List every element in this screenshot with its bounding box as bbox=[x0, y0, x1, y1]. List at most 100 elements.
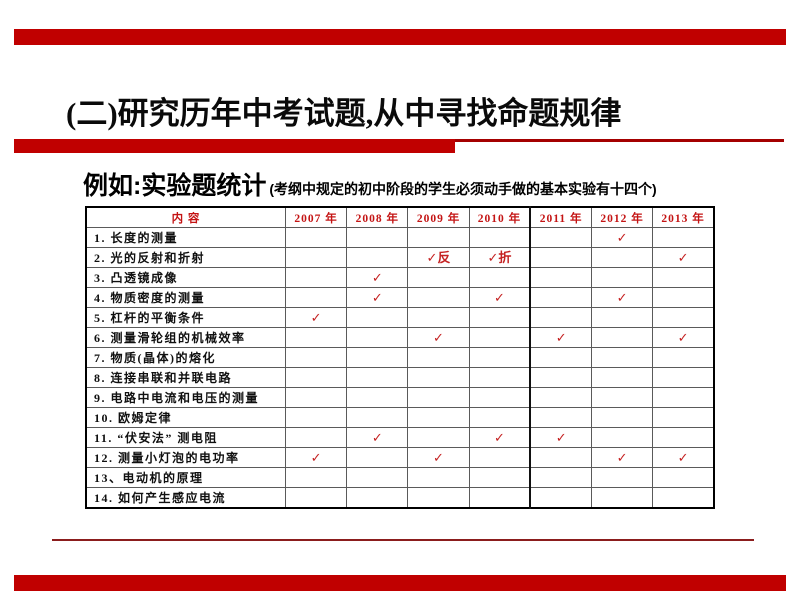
title-underline-thick bbox=[14, 139, 455, 153]
empty-cell bbox=[591, 307, 654, 328]
subtitle-row: 例如:实验题统计 (考纲中规定的初中阶段的学生必须动手做的基本实验有十四个) bbox=[83, 166, 657, 202]
table-row: 5. 杠杆的平衡条件 ✓ bbox=[85, 307, 715, 328]
empty-cell bbox=[284, 327, 348, 348]
experiment-label: 7. 物质(晶体)的熔化 bbox=[85, 347, 286, 368]
empty-cell bbox=[346, 487, 409, 509]
table-row: 6. 测量滑轮组的机械效率 ✓ ✓ ✓ bbox=[85, 327, 715, 348]
empty-cell bbox=[468, 327, 532, 348]
empty-cell bbox=[591, 387, 654, 408]
empty-cell bbox=[346, 327, 409, 348]
mark-cell: ✓ bbox=[529, 427, 593, 448]
empty-cell bbox=[652, 227, 715, 248]
empty-cell bbox=[284, 387, 348, 408]
mark-cell: ✓ bbox=[591, 447, 654, 468]
table-row: 9. 电路中电流和电压的测量 bbox=[85, 387, 715, 408]
empty-cell bbox=[529, 247, 593, 268]
empty-cell bbox=[529, 487, 593, 509]
year-column-header: 2012 年 bbox=[591, 206, 654, 228]
check-icon: ✓ bbox=[371, 270, 383, 286]
table-body: 1. 长度的测量 ✓ 2. 光的反射和折射 ✓反 ✓折 ✓ 3. 凸透镜成像 ✓ 4. 物质密度… bbox=[85, 227, 715, 509]
check-icon: ✓ bbox=[677, 250, 689, 266]
experiment-label: 6. 测量滑轮组的机械效率 bbox=[85, 327, 286, 348]
empty-cell bbox=[407, 347, 470, 368]
empty-cell bbox=[529, 227, 593, 248]
year-column-header: 2009 年 bbox=[407, 206, 470, 228]
empty-cell bbox=[468, 347, 532, 368]
empty-cell bbox=[284, 347, 348, 368]
empty-cell bbox=[468, 447, 532, 468]
year-column-header: 2010 年 bbox=[468, 206, 532, 228]
empty-cell bbox=[652, 267, 715, 288]
year-column-header: 2011 年 bbox=[529, 206, 593, 228]
check-icon: ✓ bbox=[616, 290, 628, 306]
empty-cell bbox=[468, 227, 532, 248]
table-row: 11. “伏安法” 测电阻 ✓ ✓ ✓ bbox=[85, 427, 715, 448]
empty-cell bbox=[652, 487, 715, 509]
empty-cell bbox=[652, 387, 715, 408]
mark-cell: ✓ bbox=[652, 327, 715, 348]
empty-cell bbox=[284, 287, 348, 308]
empty-cell bbox=[407, 367, 470, 388]
empty-cell bbox=[407, 287, 470, 308]
empty-cell bbox=[468, 487, 532, 509]
empty-cell bbox=[284, 227, 348, 248]
check-icon: ✓ bbox=[494, 430, 505, 446]
empty-cell bbox=[284, 467, 348, 488]
mark-cell: ✓ bbox=[591, 227, 654, 248]
check-icon: ✓ bbox=[616, 230, 628, 246]
empty-cell bbox=[529, 287, 593, 308]
empty-cell bbox=[468, 467, 532, 488]
mark-cell: ✓ bbox=[284, 307, 348, 328]
slide-title: (二)研究历年中考试题,从中寻找命题规律 bbox=[66, 96, 622, 131]
mark-cell: ✓折 bbox=[468, 247, 532, 268]
check-icon: ✓ bbox=[310, 450, 322, 466]
empty-cell bbox=[346, 387, 409, 408]
empty-cell bbox=[529, 367, 593, 388]
table-row: 3. 凸透镜成像 ✓ bbox=[85, 267, 715, 288]
experiment-label: 13、电动机的原理 bbox=[85, 467, 286, 488]
mark-cell: ✓ bbox=[407, 447, 470, 468]
empty-cell bbox=[652, 307, 715, 328]
check-icon: ✓ bbox=[433, 330, 444, 346]
empty-cell bbox=[591, 247, 654, 268]
table-row: 12. 测量小灯泡的电功率 ✓ ✓ ✓ ✓ bbox=[85, 447, 715, 468]
check-icon: ✓ bbox=[371, 290, 383, 306]
top-accent-bar bbox=[14, 29, 786, 45]
empty-cell bbox=[591, 367, 654, 388]
empty-cell bbox=[529, 407, 593, 428]
empty-cell bbox=[529, 347, 593, 368]
empty-cell bbox=[652, 467, 715, 488]
empty-cell bbox=[346, 447, 409, 468]
check-icon: ✓折 bbox=[487, 250, 512, 266]
table-row: 10. 欧姆定律 bbox=[85, 407, 715, 428]
table-row: 1. 长度的测量 ✓ bbox=[85, 227, 715, 248]
check-icon: ✓ bbox=[433, 450, 444, 466]
experiment-label: 10. 欧姆定律 bbox=[85, 407, 286, 428]
mark-cell: ✓ bbox=[652, 247, 715, 268]
table-row: 2. 光的反射和折射 ✓反 ✓折 ✓ bbox=[85, 247, 715, 268]
empty-cell bbox=[591, 407, 654, 428]
empty-cell bbox=[468, 267, 532, 288]
experiment-label: 2. 光的反射和折射 bbox=[85, 247, 286, 268]
check-icon: ✓反 bbox=[426, 250, 451, 266]
empty-cell bbox=[591, 427, 654, 448]
empty-cell bbox=[407, 427, 470, 448]
empty-cell bbox=[407, 407, 470, 428]
empty-cell bbox=[407, 267, 470, 288]
experiment-label: 11. “伏安法” 测电阻 bbox=[85, 427, 286, 448]
experiment-label: 1. 长度的测量 bbox=[85, 227, 286, 248]
check-icon: ✓ bbox=[616, 450, 628, 466]
content-column-header: 内 容 bbox=[85, 206, 286, 228]
check-icon: ✓ bbox=[677, 330, 689, 346]
check-icon: ✓ bbox=[677, 450, 689, 466]
table-row: 13、电动机的原理 bbox=[85, 467, 715, 488]
empty-cell bbox=[284, 427, 348, 448]
empty-cell bbox=[407, 467, 470, 488]
empty-cell bbox=[652, 427, 715, 448]
empty-cell bbox=[591, 347, 654, 368]
check-icon: ✓ bbox=[310, 310, 322, 326]
